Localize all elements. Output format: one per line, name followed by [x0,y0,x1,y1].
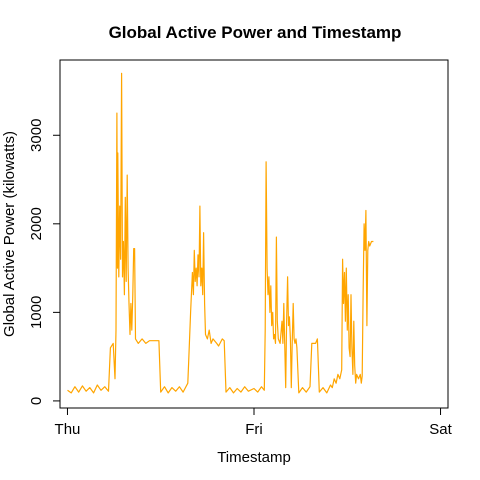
y-tick-label: 2000 [28,207,45,240]
x-axis: Thu Fri Sat [55,408,453,438]
x-tick-label: Sat [429,421,452,438]
series-line-global-active-power [68,73,374,393]
y-tick-label: 0 [28,397,45,405]
y-axis: 0 1000 2000 3000 [28,119,60,406]
y-tick-label: 3000 [28,119,45,152]
x-tick-label: Thu [55,421,81,438]
chart-title: Global Active Power and Timestamp [109,23,402,42]
y-tick-label: 1000 [28,296,45,329]
y-axis-label: Global Active Power (kilowatts) [1,131,18,337]
x-tick-label: Fri [245,421,263,438]
x-axis-label: Timestamp [217,449,291,466]
